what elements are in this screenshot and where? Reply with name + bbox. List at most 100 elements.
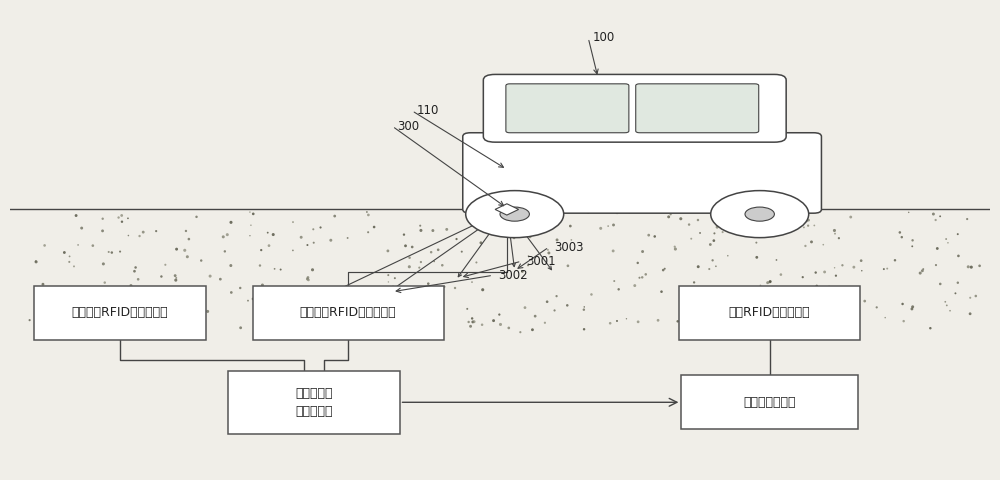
FancyBboxPatch shape	[463, 133, 821, 213]
Text: 车位RFID射频读写器: 车位RFID射频读写器	[729, 306, 810, 319]
Point	[430, 246, 446, 253]
Point	[869, 303, 885, 311]
Point	[223, 218, 239, 226]
Point	[157, 261, 173, 269]
Point	[784, 297, 800, 304]
Point	[706, 229, 722, 237]
Point	[300, 274, 316, 281]
Point	[968, 292, 984, 300]
Point	[219, 231, 235, 239]
Point	[915, 265, 931, 273]
Point	[925, 210, 941, 218]
Point	[396, 231, 412, 239]
Point	[177, 246, 193, 254]
Point	[527, 312, 543, 320]
Point	[576, 325, 592, 333]
Point	[512, 328, 528, 336]
Point	[806, 222, 822, 229]
Point	[366, 223, 382, 231]
Point	[151, 312, 167, 320]
Point	[932, 213, 948, 220]
Point	[938, 235, 954, 243]
Point	[506, 234, 522, 242]
Point	[606, 277, 622, 285]
Point	[56, 249, 72, 256]
Point	[439, 226, 455, 233]
Point	[93, 306, 109, 313]
Point	[843, 213, 859, 221]
Point	[380, 278, 396, 286]
Point	[501, 324, 517, 332]
Point	[560, 262, 576, 270]
Point	[166, 322, 182, 330]
Point	[812, 317, 828, 324]
Point	[465, 318, 481, 326]
Point	[101, 323, 117, 331]
Point	[97, 279, 113, 287]
Point	[790, 330, 806, 337]
Point	[513, 219, 529, 227]
Point	[158, 294, 174, 301]
Point	[627, 282, 643, 289]
Point	[118, 314, 134, 322]
Point	[233, 324, 249, 332]
Point	[932, 280, 948, 288]
Point	[301, 310, 317, 318]
Point	[904, 242, 920, 250]
Point	[544, 209, 560, 216]
Point	[905, 303, 921, 311]
Point	[265, 231, 281, 239]
Ellipse shape	[500, 207, 529, 221]
Point	[702, 240, 718, 248]
Point	[753, 326, 769, 334]
Bar	[253, 286, 444, 340]
Point	[486, 317, 502, 324]
Point	[319, 301, 335, 309]
Point	[681, 221, 697, 228]
Point	[663, 211, 679, 218]
Point	[760, 279, 776, 287]
Point	[602, 319, 618, 327]
Point	[778, 214, 794, 221]
Point	[736, 296, 752, 303]
Point	[323, 236, 339, 244]
Point	[818, 311, 834, 318]
Point	[193, 257, 209, 264]
Point	[929, 245, 945, 252]
Point	[385, 283, 401, 290]
Point	[466, 318, 482, 325]
Point	[912, 269, 928, 277]
Point	[252, 262, 268, 269]
Point	[749, 253, 765, 261]
Text: 停车场节点
信息服务器: 停车场节点 信息服务器	[295, 387, 333, 418]
Point	[914, 267, 930, 275]
Point	[425, 227, 441, 234]
Text: 车辆入口RFID射频读写器: 车辆入口RFID射频读写器	[71, 306, 168, 319]
Point	[615, 208, 631, 216]
Point	[762, 278, 778, 286]
Point	[631, 274, 647, 282]
Point	[380, 271, 396, 279]
Point	[960, 263, 976, 271]
Point	[262, 302, 278, 310]
Point	[58, 290, 74, 298]
Point	[667, 243, 683, 251]
Point	[460, 210, 476, 217]
Point	[285, 247, 301, 254]
Point	[130, 276, 146, 283]
Point	[423, 248, 439, 256]
Point	[232, 284, 248, 292]
Point	[28, 258, 44, 266]
Point	[773, 271, 789, 278]
Point	[36, 328, 52, 336]
Point	[22, 316, 38, 324]
Point	[686, 278, 702, 286]
Point	[413, 227, 429, 234]
Point	[800, 222, 816, 229]
Point	[254, 281, 270, 289]
Point	[273, 266, 289, 274]
Bar	[228, 371, 400, 434]
Point	[44, 327, 60, 335]
Point	[122, 299, 138, 307]
Point	[808, 269, 824, 276]
